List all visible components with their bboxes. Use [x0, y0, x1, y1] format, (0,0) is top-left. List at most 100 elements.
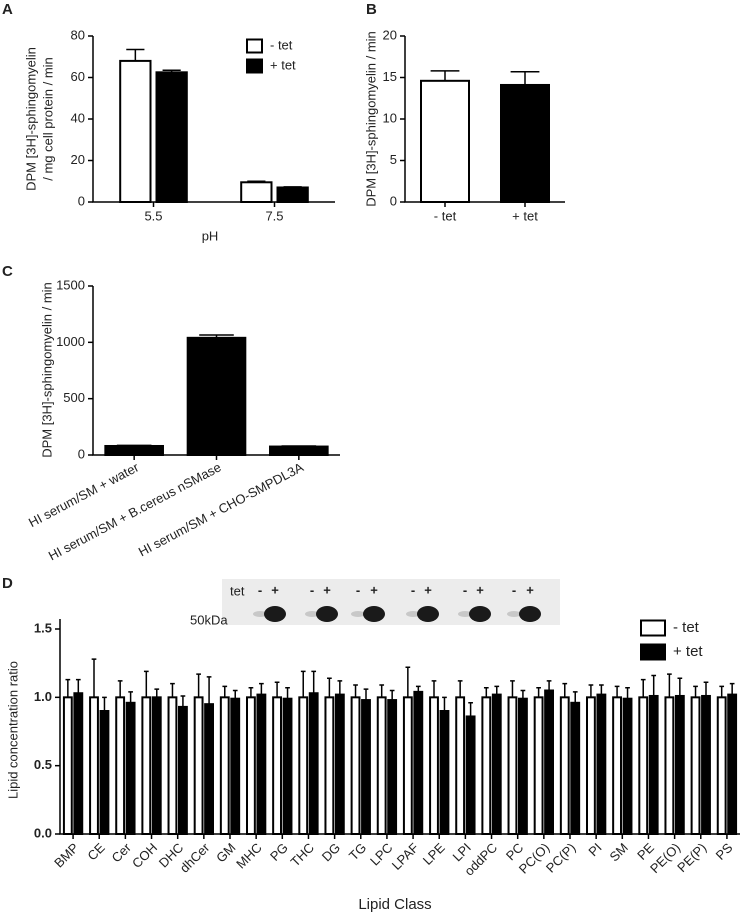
x-tick-label: LPAF	[389, 840, 422, 873]
error-bar	[510, 70, 540, 85]
bar	[73, 692, 84, 835]
error-bar	[510, 680, 515, 698]
bar	[89, 696, 99, 835]
error-bar	[102, 696, 107, 711]
y-tick-label: 0.0	[34, 825, 52, 840]
y-axis-label: DPM [3H]-sphingomyelin / min	[39, 282, 54, 458]
x-tick-label: PI	[585, 840, 604, 859]
bar	[282, 697, 293, 836]
bar	[544, 689, 555, 835]
error-bar	[483, 687, 489, 698]
y-tick-label: 40	[71, 110, 85, 125]
x-tick-label: - tet	[434, 208, 457, 223]
y-tick-label: 1.5	[34, 620, 52, 635]
error-bar	[91, 658, 97, 698]
error-bar	[614, 685, 620, 698]
x-tick-label: LPE	[420, 840, 448, 868]
y-tick-label: 5	[390, 152, 397, 167]
error-bar	[468, 702, 473, 717]
bar	[481, 696, 492, 835]
error-bar	[180, 695, 186, 707]
y-tick-label: 1000	[56, 334, 85, 349]
error-bar	[75, 678, 81, 694]
error-bar	[536, 687, 541, 698]
bar	[387, 699, 398, 835]
bar	[276, 186, 309, 204]
error-bar	[457, 680, 463, 698]
x-tick-label: 7.5	[265, 208, 283, 223]
error-bar	[379, 684, 385, 698]
bar	[155, 71, 188, 203]
bar	[420, 79, 470, 203]
x-tick-label: HI serum/SM + CHO-SMPDL3A	[136, 459, 306, 559]
y-axis-label: DPM [3H]-sphingomyelin / min	[363, 31, 378, 207]
bar	[115, 696, 126, 835]
lane-label: +	[271, 582, 279, 597]
error-bar	[206, 676, 212, 705]
blot-band	[469, 606, 491, 622]
bar	[674, 694, 685, 836]
bar	[439, 710, 450, 835]
error-bar	[431, 680, 437, 698]
lane-label: -	[258, 582, 262, 597]
error-bar	[546, 680, 552, 691]
bar	[690, 696, 701, 835]
bar	[99, 710, 110, 835]
axis	[404, 36, 565, 203]
error-bar	[389, 689, 395, 701]
bar	[151, 696, 162, 835]
x-tick-label: dhCer	[177, 839, 213, 875]
error-bar	[729, 682, 735, 695]
bar	[465, 715, 476, 836]
bar	[612, 696, 623, 835]
bar	[204, 703, 214, 836]
x-tick-label: 5.5	[144, 208, 162, 223]
error-bar	[128, 691, 133, 703]
lane-label: -	[310, 582, 314, 597]
bar	[507, 696, 518, 835]
bar	[141, 696, 152, 835]
y-tick-label: 10	[383, 110, 397, 125]
bar	[350, 696, 361, 835]
y-axis-label: Lipid concentration ratio	[5, 661, 20, 799]
x-axis-label: Lipid Class	[358, 896, 431, 913]
error-bar	[405, 666, 411, 698]
error-bar	[494, 685, 500, 695]
lane-label: +	[476, 582, 484, 597]
error-bar	[222, 685, 228, 698]
bar	[596, 693, 607, 835]
error-bar	[562, 682, 568, 698]
blot-band	[417, 606, 439, 622]
error-bar	[311, 670, 317, 694]
error-bar	[353, 684, 358, 698]
bar	[272, 696, 282, 835]
legend-label: + tet	[673, 643, 703, 660]
blot-band	[363, 606, 385, 622]
legend-label: - tet	[673, 619, 700, 636]
error-bar	[363, 688, 369, 701]
error-bar	[285, 687, 290, 699]
bar	[361, 699, 371, 835]
bar	[334, 693, 345, 835]
x-tick-label: PC(P)	[543, 840, 579, 876]
blot-band	[458, 611, 472, 617]
error-bar	[170, 682, 175, 698]
bar	[638, 696, 649, 835]
error-bar	[248, 687, 254, 698]
x-tick-label: PE(O)	[647, 840, 683, 876]
error-bar	[274, 681, 280, 698]
bar	[298, 696, 309, 835]
error-bar	[65, 678, 71, 698]
error-bar	[640, 678, 646, 698]
lane-label: -	[356, 582, 360, 597]
legend-swatch	[640, 619, 666, 637]
error-bar	[117, 680, 123, 698]
error-bar	[430, 70, 460, 81]
error-bar	[154, 688, 160, 698]
error-bar	[196, 673, 201, 698]
axis	[92, 286, 340, 456]
error-bar	[300, 670, 306, 698]
bar	[648, 694, 659, 836]
y-tick-label: 0.5	[34, 757, 52, 772]
